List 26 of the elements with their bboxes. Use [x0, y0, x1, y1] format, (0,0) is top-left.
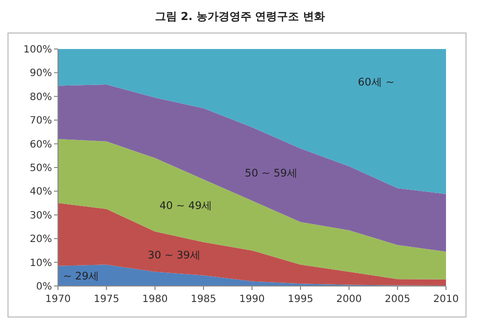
series-label: 50 ~ 59세: [244, 167, 298, 180]
chart-title: 그림 2. 농가경영주 연령구조 변화: [154, 10, 326, 23]
x-tick-label: 2010: [433, 294, 459, 305]
y-tick-label: 20%: [30, 234, 52, 246]
x-tick-label: 1970: [45, 294, 71, 305]
x-tick-label: 1990: [239, 294, 265, 305]
x-tick-label: 1980: [142, 294, 168, 305]
y-tick-label: 30%: [30, 210, 52, 222]
series-label: 60세 ~: [358, 76, 394, 88]
x-tick-label: 1995: [288, 294, 314, 305]
x-tick-label: 2000: [336, 294, 362, 305]
y-tick-label: 80%: [30, 92, 52, 103]
x-tick-label: 2005: [384, 294, 410, 305]
series-label: ~ 29세: [63, 270, 100, 283]
series-label: 40 ~ 49세: [159, 200, 213, 212]
y-tick-label: 50%: [30, 163, 52, 174]
y-tick-label: 40%: [30, 186, 52, 198]
y-tick-label: 60%: [30, 139, 52, 150]
y-tick-label: 0%: [36, 282, 52, 292]
series-label: 30 ~ 39세: [148, 249, 201, 262]
y-tick-label: 100%: [23, 44, 52, 56]
y-tick-label: 70%: [30, 116, 52, 127]
y-tick-label: 90%: [30, 68, 52, 80]
x-tick-label: 1985: [190, 294, 216, 305]
x-tick-label: 1975: [94, 294, 120, 305]
y-tick-label: 10%: [30, 258, 52, 269]
